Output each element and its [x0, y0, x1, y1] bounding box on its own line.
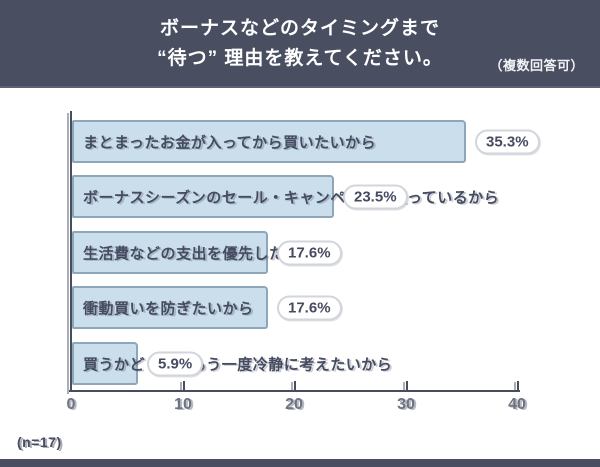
bar-row: 生活費などの支出を優先したいから 17.6% [72, 231, 518, 274]
value-label-pill: 23.5% [343, 184, 408, 209]
bar [72, 286, 268, 329]
page-title-line2: “待つ” 理由を教えてください。 [157, 47, 443, 69]
bar [72, 342, 138, 385]
bar-category-label: 衝動買いを防ぎたいから [83, 300, 254, 317]
x-tick-mark [183, 381, 185, 390]
bar-category-label: まとまったお金が入ってから買いたいから [83, 134, 377, 151]
x-tick-label: 40 [508, 396, 526, 413]
multiple-answers-note: （複数回答可） [489, 58, 584, 73]
header: ボーナスなどのタイミングまで “待つ” 理由を教えてください。 （複数回答可） [0, 0, 600, 88]
x-tick-mark [517, 381, 519, 390]
bar [72, 120, 466, 163]
bar-category-label: 生活費などの支出を優先したいから [83, 245, 332, 262]
sample-size-note: (n=17) [17, 434, 62, 450]
bar-row: 衝動買いを防ぎたいから 17.6% [72, 286, 518, 329]
y-axis-line [70, 111, 72, 392]
bar [72, 175, 334, 218]
x-tick-mark [406, 381, 408, 390]
bar-row: 買うかどうか、もう一度冷静に考えたいから 5.9% [72, 342, 518, 385]
page-title-line1: ボーナスなどのタイミングまで [159, 17, 440, 39]
value-label-pill: 5.9% [147, 351, 204, 376]
footer-strip [0, 459, 600, 467]
bar [72, 231, 268, 274]
x-tick-label: 10 [174, 396, 192, 413]
value-label-pill: 35.3% [475, 129, 540, 154]
bar-chart-plot-area: まとまったお金が入ってから買いたいから 35.3% ボーナスシーズンのセール・キャン… [0, 88, 600, 418]
x-tick-label: 20 [285, 396, 303, 413]
x-axis-line [69, 390, 520, 392]
x-tick-label: 30 [397, 396, 415, 413]
bar-category-label: 買うかどうか、もう一度冷静に考えたいから [83, 356, 393, 373]
x-tick-label: 0 [66, 396, 76, 413]
bar-category-label: ボーナスシーズンのセール・キャンペーンを狙っているから [83, 189, 500, 206]
bar-row: まとまったお金が入ってから買いたいから 35.3% [72, 120, 540, 163]
value-label-pill: 17.6% [277, 240, 342, 265]
value-label-pill: 17.6% [277, 295, 342, 320]
bar-row: ボーナスシーズンのセール・キャンペーンを狙っているから 23.5% [72, 175, 518, 218]
x-tick-mark [294, 381, 296, 390]
